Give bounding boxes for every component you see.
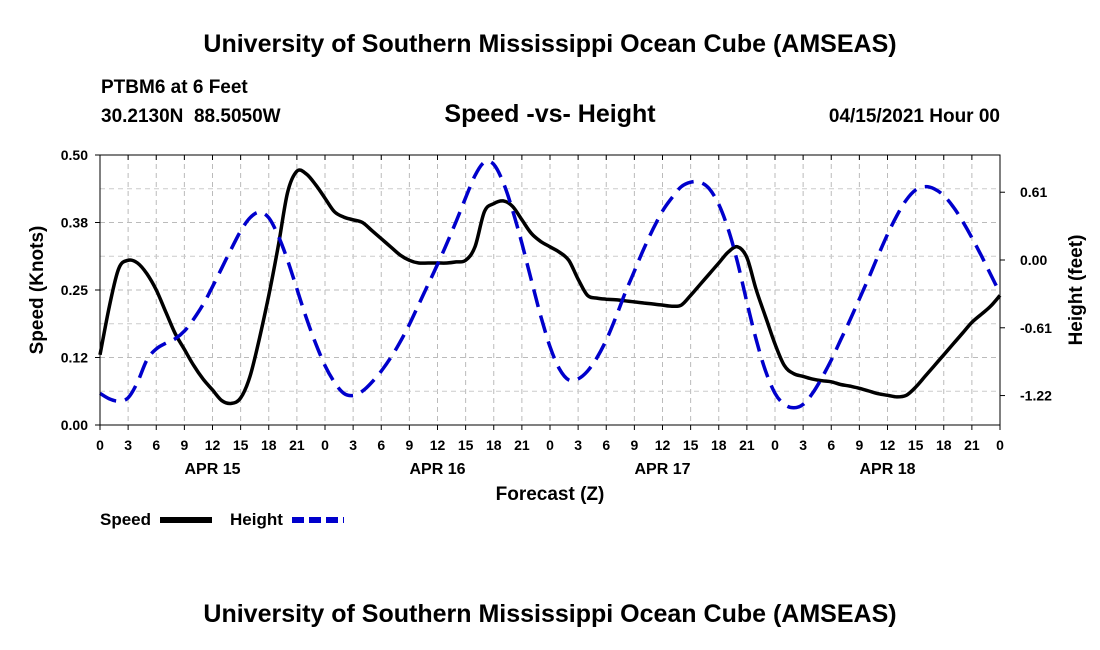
x-tick-label: 9 [630, 437, 638, 453]
x-tick-label: 18 [936, 437, 952, 453]
x-tick-label: 9 [855, 437, 863, 453]
series-lines [98, 159, 1002, 410]
x-tick-label: 0 [96, 437, 104, 453]
x-tick-label: 21 [289, 437, 305, 453]
legend-label-height: Height [230, 510, 283, 529]
x-date-label: APR 18 [859, 461, 915, 478]
station-label: PTBM6 at 6 Feet [101, 77, 248, 98]
x-tick-label: 15 [683, 437, 699, 453]
y2-tick-label: 0.00 [1020, 252, 1047, 268]
x-tick-label: 6 [152, 437, 160, 453]
x-tick-label: 9 [180, 437, 188, 453]
x-date-label: APR 15 [184, 461, 240, 478]
top-title: University of Southern Mississippi Ocean… [203, 30, 897, 58]
x-tick-label: 18 [486, 437, 502, 453]
x-tick-label: 21 [739, 437, 755, 453]
x-tick-label: 21 [964, 437, 980, 453]
y-tick-label: 0.12 [61, 350, 88, 366]
x-tick-label: 3 [799, 437, 807, 453]
series-line-speed [98, 168, 1002, 406]
x-tick-label: 12 [655, 437, 671, 453]
y-tick-label: 0.50 [61, 147, 88, 163]
x-date-label: APR 17 [634, 461, 690, 478]
x-tick-label: 18 [261, 437, 277, 453]
x-tick-label: 6 [827, 437, 835, 453]
x-tick-label: 15 [908, 437, 924, 453]
chart-subtitle: Speed -vs- Height [444, 100, 656, 128]
series-line-height [99, 159, 1002, 410]
y-axis-label: Speed (Knots) [27, 226, 48, 355]
x-tick-label: 0 [546, 437, 554, 453]
y-tick-label: 0.38 [61, 215, 88, 231]
x-tick-label: 12 [205, 437, 221, 453]
x-tick-label: 3 [124, 437, 132, 453]
coordinates-label: 30.2130N 88.5050W [101, 106, 281, 127]
y2-tick-label: -1.22 [1020, 388, 1052, 404]
legend-label-speed: Speed [100, 510, 151, 529]
y-tick-label: 0.25 [61, 282, 88, 298]
x-tick-label: 3 [349, 437, 357, 453]
bottom-title: University of Southern Mississippi Ocean… [203, 600, 897, 628]
x-tick-label: 12 [430, 437, 446, 453]
x-tick-label: 6 [602, 437, 610, 453]
legend: Speed Height [100, 510, 344, 529]
date-label: 04/15/2021 Hour 00 [828, 106, 1000, 127]
y2-tick-label: 0.61 [1020, 184, 1047, 200]
y-tick-label: 0.00 [61, 417, 88, 433]
x-tick-label: 15 [233, 437, 249, 453]
x-tick-label: 15 [458, 437, 474, 453]
x-tick-label: 21 [514, 437, 530, 453]
y2-axis-label: Height (feet) [1066, 235, 1087, 346]
axes: 0 3 6 9 12 15 18 21 0 3 6 9 12 15 18 21 0 3 6 9 12 15 18 21 0 3 6 9… [61, 147, 1052, 478]
x-axis-label: Forecast (Z) [496, 484, 605, 505]
x-tick-label: 18 [711, 437, 727, 453]
x-tick-label: 3 [574, 437, 582, 453]
y2-tick-label: -0.61 [1020, 320, 1052, 336]
x-tick-label: 9 [405, 437, 413, 453]
x-date-label: APR 16 [409, 461, 465, 478]
x-tick-label: 0 [771, 437, 779, 453]
x-tick-label: 0 [321, 437, 329, 453]
x-tick-label: 6 [377, 437, 385, 453]
x-tick-label: 12 [880, 437, 896, 453]
x-tick-label: 0 [996, 437, 1004, 453]
